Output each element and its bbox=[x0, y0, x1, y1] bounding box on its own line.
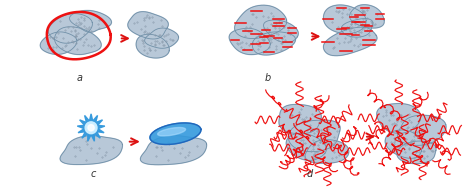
Polygon shape bbox=[305, 140, 349, 163]
Ellipse shape bbox=[150, 123, 201, 144]
Text: b: b bbox=[264, 73, 271, 83]
Polygon shape bbox=[264, 20, 298, 43]
Polygon shape bbox=[397, 141, 436, 164]
Polygon shape bbox=[136, 34, 169, 58]
Polygon shape bbox=[323, 5, 366, 34]
Polygon shape bbox=[229, 28, 270, 55]
Polygon shape bbox=[252, 32, 295, 55]
Polygon shape bbox=[145, 28, 179, 48]
Polygon shape bbox=[341, 19, 373, 37]
Polygon shape bbox=[60, 136, 122, 164]
Polygon shape bbox=[385, 130, 422, 158]
Polygon shape bbox=[140, 136, 207, 165]
Polygon shape bbox=[40, 32, 77, 54]
Text: c: c bbox=[91, 169, 96, 179]
Circle shape bbox=[88, 125, 94, 131]
Polygon shape bbox=[48, 14, 92, 43]
Polygon shape bbox=[128, 12, 168, 39]
Polygon shape bbox=[77, 114, 105, 141]
Circle shape bbox=[85, 122, 97, 134]
Polygon shape bbox=[397, 115, 446, 145]
Text: d: d bbox=[306, 169, 312, 179]
Polygon shape bbox=[377, 104, 420, 133]
Polygon shape bbox=[279, 105, 321, 134]
Polygon shape bbox=[55, 27, 101, 55]
Text: a: a bbox=[76, 73, 82, 83]
Polygon shape bbox=[349, 5, 384, 28]
Polygon shape bbox=[235, 5, 287, 39]
Polygon shape bbox=[286, 133, 327, 160]
Polygon shape bbox=[323, 27, 377, 56]
Ellipse shape bbox=[157, 128, 186, 136]
Polygon shape bbox=[70, 10, 111, 32]
Polygon shape bbox=[288, 120, 340, 152]
